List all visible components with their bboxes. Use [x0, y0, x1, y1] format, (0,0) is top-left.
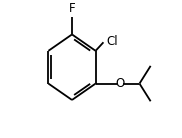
Text: O: O	[115, 77, 124, 90]
Text: Cl: Cl	[107, 35, 118, 48]
Text: F: F	[69, 2, 75, 15]
